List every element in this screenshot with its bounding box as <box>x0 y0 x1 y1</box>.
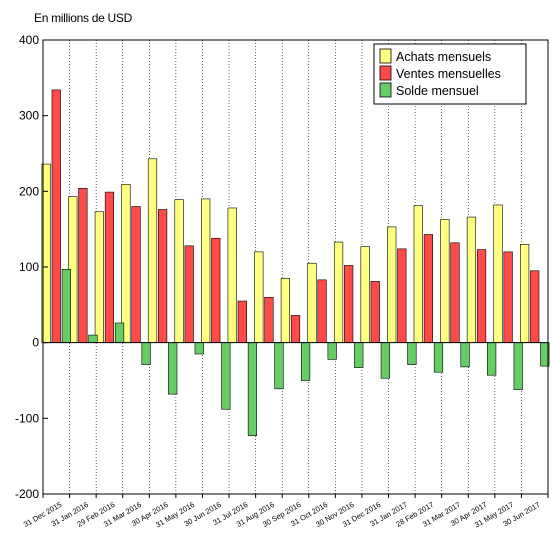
bar-solde-mensuel <box>487 342 497 376</box>
legend-label: Solde mensuel <box>396 84 479 98</box>
y-tick-label: 0 <box>32 336 39 350</box>
bar-achats-mensuels <box>466 216 477 343</box>
bar-ventes-mensuelles <box>530 270 540 343</box>
y-tick-label: -200 <box>15 487 39 501</box>
y-tick-label: 400 <box>19 33 39 47</box>
bar-achats-mensuels <box>413 205 423 343</box>
bar-ventes-mensuelles <box>503 251 513 343</box>
y-tick-label: 300 <box>19 109 39 123</box>
bar-ventes-mensuelles <box>184 245 194 343</box>
bar-ventes-mensuelles <box>344 265 354 343</box>
bar-achats-mensuels <box>121 184 131 343</box>
unit-label: En millions de USD <box>34 11 132 25</box>
bar-achats-mensuels <box>201 198 211 343</box>
bar-achats-mensuels <box>94 211 104 343</box>
legend-swatch <box>379 82 392 98</box>
bar-solde-mensuel <box>141 342 151 365</box>
bar-achats-mensuels <box>280 278 291 343</box>
bar-achats-mensuels <box>254 251 264 343</box>
bar-ventes-mensuelles <box>51 89 61 343</box>
bar-ventes-mensuelles <box>423 234 433 343</box>
bar-achats-mensuels <box>360 246 370 343</box>
bar-achats-mensuels <box>333 241 344 343</box>
y-tick-label: -100 <box>15 411 39 425</box>
bar-achats-mensuels <box>520 244 530 343</box>
bar-achats-mensuels <box>227 207 237 343</box>
legend-label: Achats mensuels <box>396 50 491 64</box>
bar-solde-mensuel <box>114 322 125 343</box>
bar-solde-mensuel <box>274 342 284 390</box>
bar-solde-mensuel <box>247 342 258 437</box>
legend-box <box>373 43 527 105</box>
bar-ventes-mensuelles <box>317 279 327 343</box>
bar-ventes-mensuelles <box>264 296 274 343</box>
bar-ventes-mensuelles <box>131 206 141 343</box>
bar-solde-mensuel <box>380 342 390 379</box>
bar-achats-mensuels <box>307 262 317 343</box>
bar-solde-mensuel <box>221 342 231 410</box>
bar-solde-mensuel <box>300 342 311 381</box>
bar-ventes-mensuelles <box>476 249 487 343</box>
legend: Achats mensuels Ventes mensuelles Solde me… <box>373 43 527 105</box>
bar-ventes-mensuelles <box>78 188 88 343</box>
bar-achats-mensuels <box>174 199 184 343</box>
bar-achats-mensuels <box>440 219 450 343</box>
bar-solde-mensuel <box>88 334 98 343</box>
bar-ventes-mensuelles <box>290 315 301 343</box>
bar-ventes-mensuelles <box>370 281 380 343</box>
bar-ventes-mensuelles <box>450 242 460 343</box>
bar-ventes-mensuelles <box>397 248 407 343</box>
bar-ventes-mensuelles <box>211 237 221 343</box>
bar-solde-mensuel <box>194 342 204 355</box>
y-tick-label: 200 <box>19 184 39 198</box>
bar-ventes-mensuelles <box>237 300 247 343</box>
bar-solde-mensuel <box>168 342 178 395</box>
y-tick-label: 100 <box>19 260 39 274</box>
legend-swatch <box>379 48 392 64</box>
bar-solde-mensuel <box>354 342 364 368</box>
bar-solde-mensuel <box>513 342 523 390</box>
bar-solde-mensuel <box>407 342 417 365</box>
bar-ventes-mensuelles <box>158 209 168 343</box>
legend-swatch <box>379 65 392 81</box>
legend-label: Ventes mensuelles <box>396 67 501 81</box>
bar-achats-mensuels <box>387 226 397 343</box>
bar-solde-mensuel <box>327 342 337 360</box>
bar-solde-mensuel <box>433 342 444 373</box>
bar-achats-mensuels <box>493 204 503 343</box>
bar-solde-mensuel <box>460 342 470 368</box>
bar-achats-mensuels <box>147 158 158 343</box>
bar-solde-mensuel <box>61 268 71 343</box>
bar-ventes-mensuelles <box>104 191 115 343</box>
